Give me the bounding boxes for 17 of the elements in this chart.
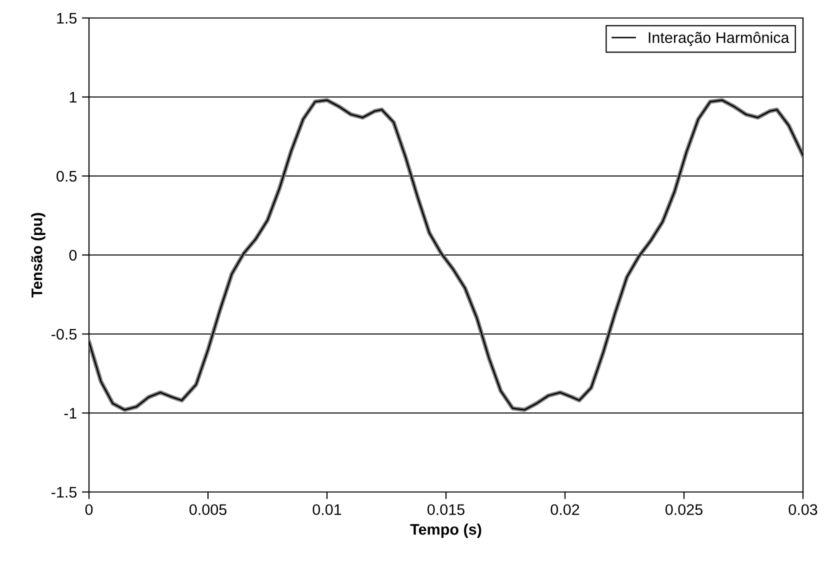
y-tick-label: -1.5 bbox=[52, 487, 77, 498]
x-tick-label: 0.005 bbox=[189, 504, 226, 516]
legend-label: Interação Harmônica bbox=[648, 32, 790, 46]
y-tick-label: -0.5 bbox=[52, 328, 77, 340]
x-axis-title: Tempo (s) bbox=[410, 524, 482, 538]
y-tick-label: 1 bbox=[70, 92, 76, 103]
y-tick-label: 0 bbox=[69, 250, 77, 261]
y-tick-label: 0.5 bbox=[56, 170, 77, 182]
x-tick-label: 0 bbox=[85, 504, 93, 516]
x-tick-label: 0.015 bbox=[427, 504, 464, 516]
y-tick-label: -1 bbox=[64, 408, 76, 419]
y-tick-label: 1.5 bbox=[57, 13, 77, 24]
y-axis-title: Tensão (pu) bbox=[31, 213, 46, 298]
x-tick-label: 0.025 bbox=[665, 504, 702, 516]
x-tick-label: 0.01 bbox=[312, 504, 342, 516]
x-tick-label: 0.02 bbox=[550, 504, 580, 516]
x-tick-label: 0.03 bbox=[788, 504, 818, 516]
